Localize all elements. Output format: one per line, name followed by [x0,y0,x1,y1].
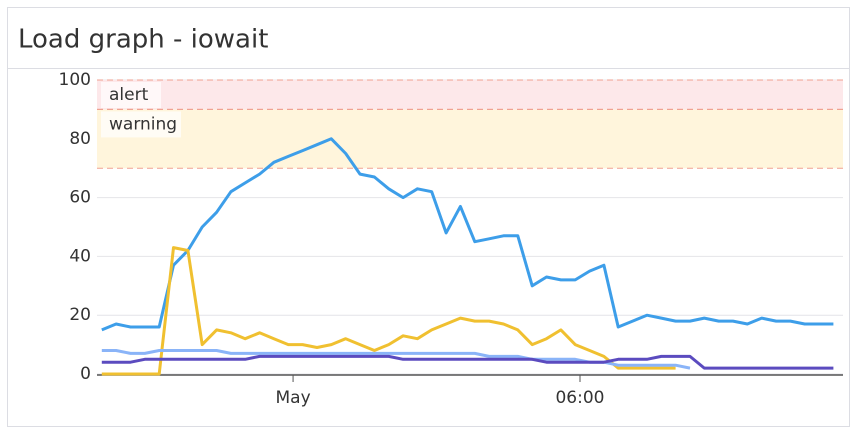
series-line [101,246,676,376]
y-tick-label: 0 [80,364,91,384]
band-label: alert [109,85,149,105]
series-line [101,137,834,332]
threshold-band [97,80,843,110]
x-tick-label: 06:00 [555,388,604,408]
y-tick-label: 60 [69,188,91,208]
chart-title: Load graph - iowait [18,25,268,55]
y-tick-label: 100 [59,70,91,90]
band-label-bg [101,111,181,138]
band-label-bg [101,82,161,108]
band-label: warning [109,114,177,134]
series-line [101,354,834,370]
threshold-band [97,109,843,169]
y-tick-label: 20 [69,305,91,325]
y-tick-label: 80 [69,129,91,149]
x-tick-label: May [275,388,310,408]
panel [7,7,850,427]
y-tick-label: 40 [69,246,91,266]
